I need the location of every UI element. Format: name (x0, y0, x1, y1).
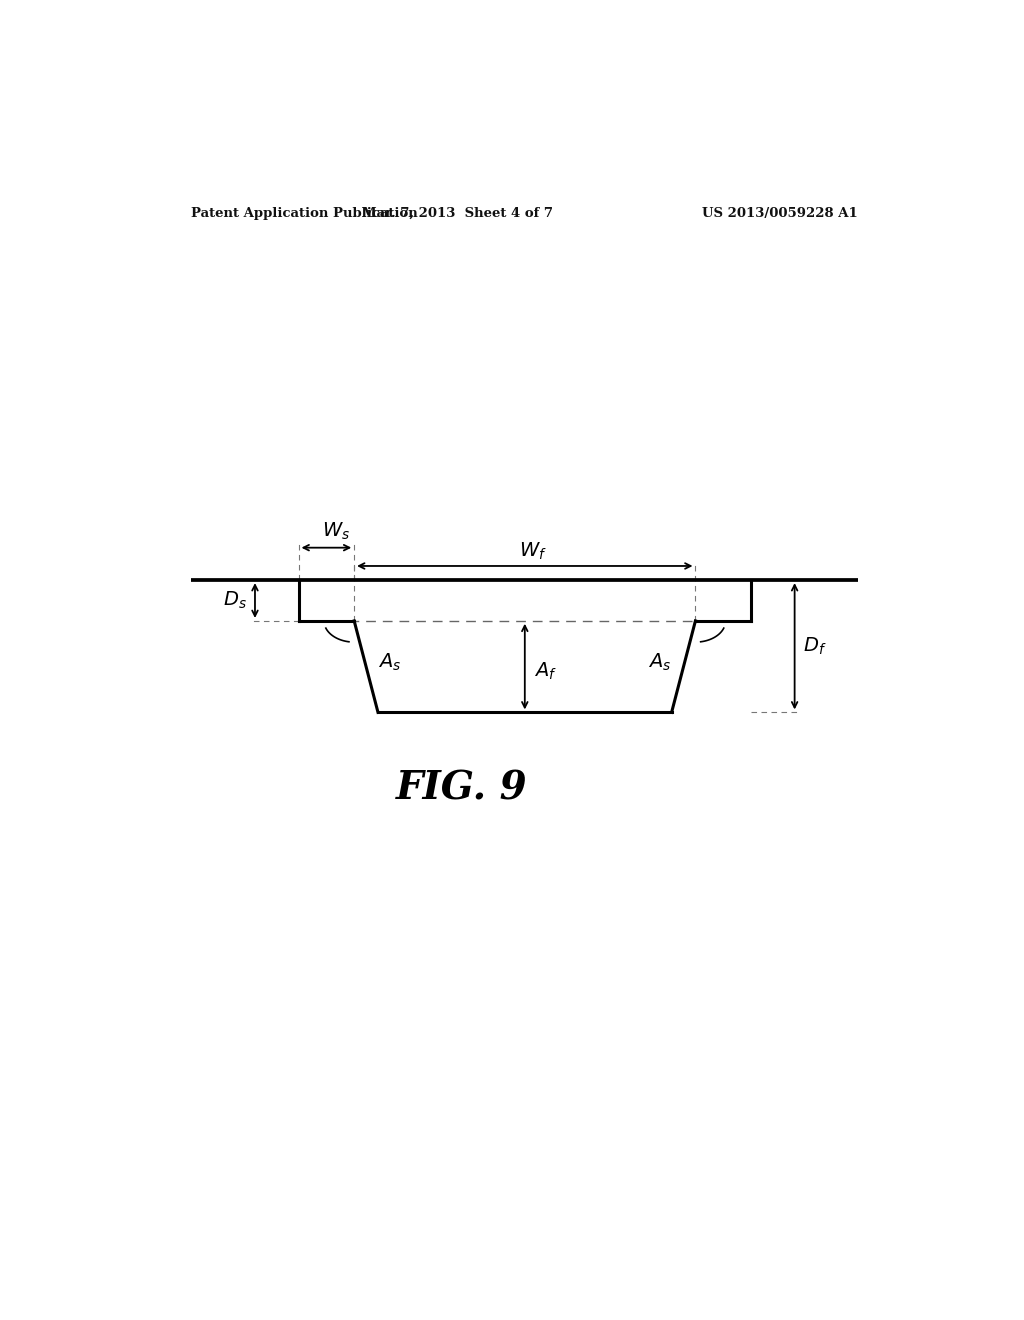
Text: $A_f$: $A_f$ (535, 661, 557, 682)
Text: $A_s$: $A_s$ (648, 651, 672, 673)
Text: $W_s$: $W_s$ (322, 520, 350, 541)
Text: $A_s$: $A_s$ (378, 651, 401, 673)
Text: $D_s$: $D_s$ (223, 590, 247, 611)
Text: Patent Application Publication: Patent Application Publication (191, 207, 418, 220)
Text: $D_f$: $D_f$ (803, 636, 826, 657)
Text: Mar. 7, 2013  Sheet 4 of 7: Mar. 7, 2013 Sheet 4 of 7 (361, 207, 553, 220)
Text: FIG. 9: FIG. 9 (395, 770, 527, 808)
Text: $W_f$: $W_f$ (519, 541, 547, 562)
Text: US 2013/0059228 A1: US 2013/0059228 A1 (702, 207, 858, 220)
